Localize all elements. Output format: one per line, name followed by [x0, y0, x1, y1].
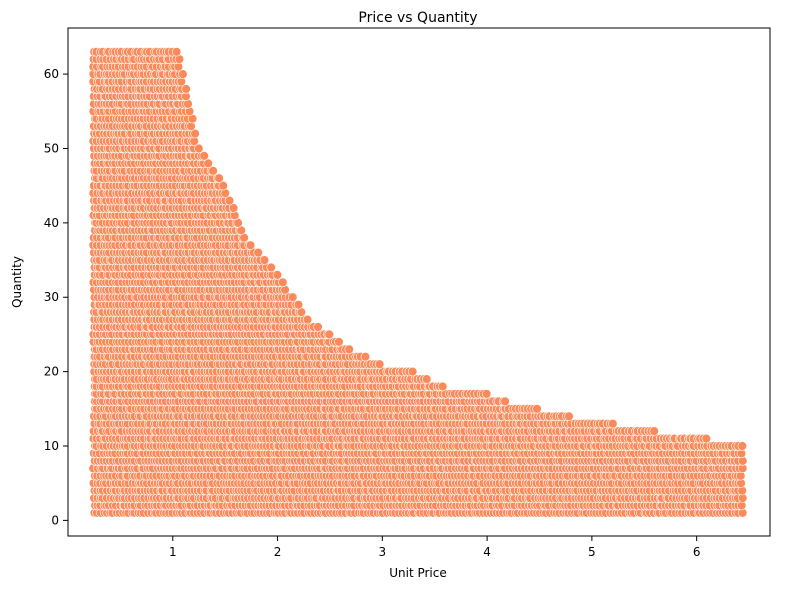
scatter-point — [500, 396, 510, 407]
scatter-point — [259, 255, 270, 265]
scatter-point — [344, 344, 354, 354]
scatter-point — [245, 240, 256, 250]
scatter-point — [737, 441, 747, 451]
scatter-point — [313, 322, 323, 332]
data-points — [88, 47, 748, 518]
scatter-point — [360, 352, 371, 362]
scatter-point — [374, 359, 385, 369]
chart-title: Price vs Quantity — [358, 10, 477, 26]
scatter-point — [288, 292, 298, 302]
plot-area — [67, 27, 771, 537]
scatter-point — [334, 337, 344, 347]
scatter-point — [701, 433, 711, 444]
scatter-point — [422, 374, 432, 384]
scatter-point — [253, 247, 263, 258]
scatter-point — [532, 404, 542, 414]
scatter-point — [302, 314, 313, 325]
scatter-point — [438, 381, 448, 392]
scatter-point — [324, 329, 334, 340]
scatter-point — [649, 426, 659, 436]
scatter-point — [481, 389, 492, 399]
scatter-point — [608, 419, 618, 429]
scatter-point — [293, 300, 304, 310]
scatter-point — [272, 270, 283, 280]
scatter-point — [564, 411, 574, 421]
scatter-point — [266, 262, 276, 273]
scatter-point — [278, 277, 288, 288]
scatter-point — [407, 366, 418, 377]
